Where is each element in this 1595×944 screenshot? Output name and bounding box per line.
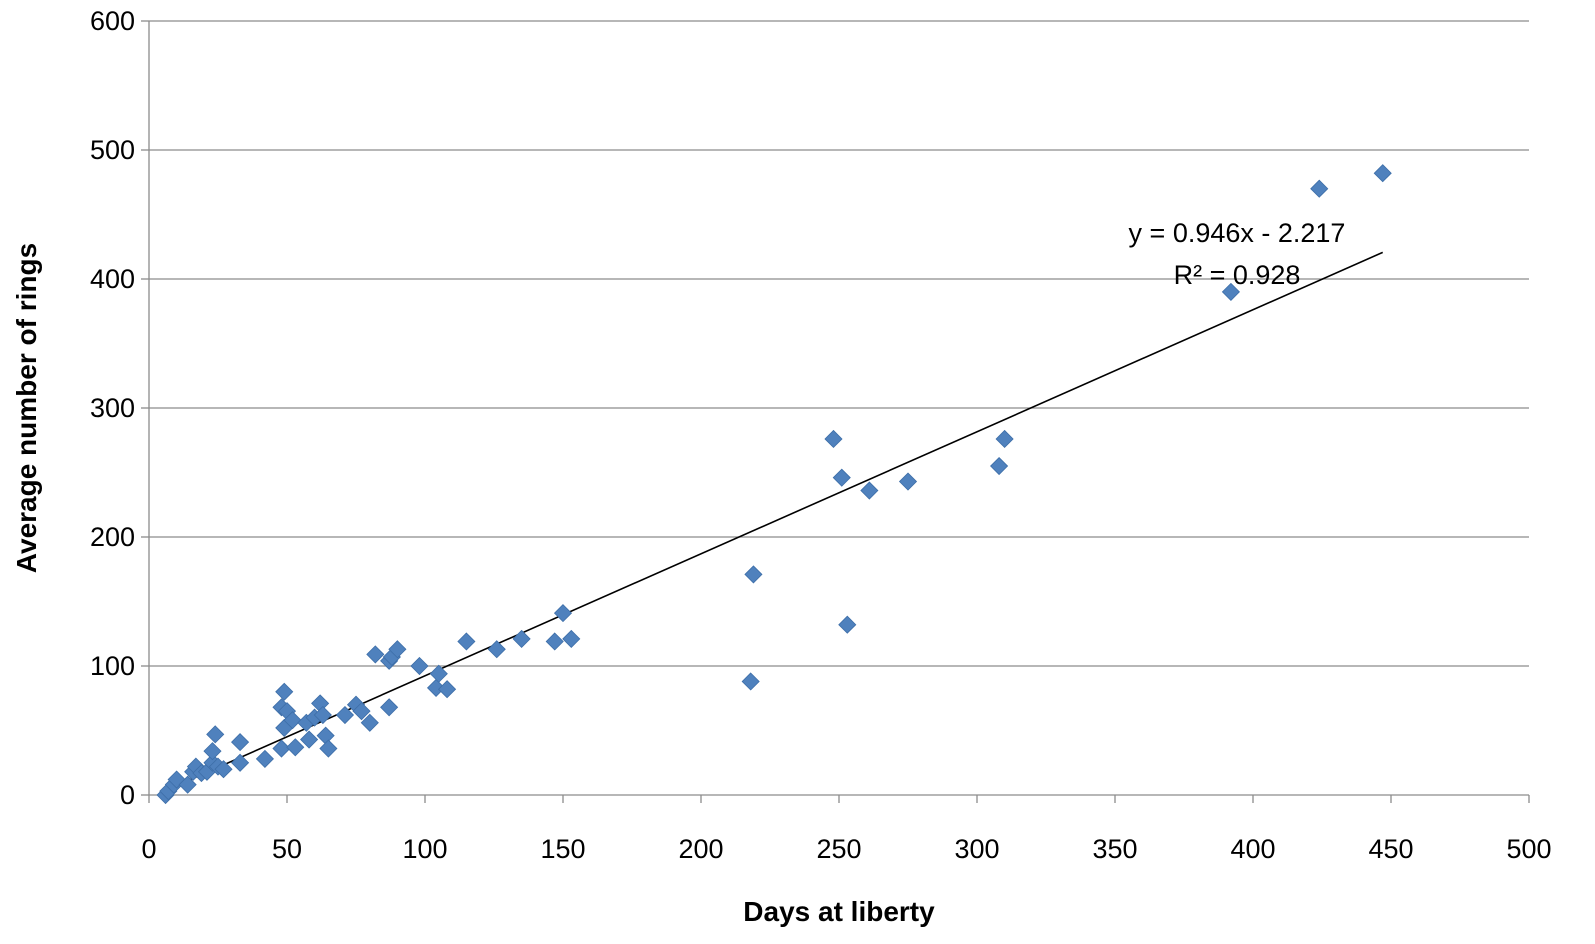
x-tick-label: 200 xyxy=(678,834,723,864)
data-point xyxy=(741,672,760,691)
data-point xyxy=(426,678,446,697)
x-tick-label: 450 xyxy=(1368,834,1413,864)
data-point xyxy=(990,456,1009,476)
data-point xyxy=(562,629,581,648)
y-tick-label: 200 xyxy=(90,522,135,552)
y-axis-title: Average number of rings xyxy=(11,243,42,573)
data-point xyxy=(272,739,291,758)
data-point xyxy=(380,698,399,717)
data-point xyxy=(1221,282,1240,301)
gridlines xyxy=(149,20,1529,667)
data-point xyxy=(860,481,879,500)
x-tick-label: 150 xyxy=(540,834,585,864)
axes xyxy=(141,20,1530,803)
y-tick-label: 600 xyxy=(90,6,135,36)
x-tick-label: 250 xyxy=(816,834,861,864)
data-point xyxy=(313,705,332,725)
data-point xyxy=(316,726,335,745)
data-point xyxy=(335,705,355,725)
y-tick-label: 0 xyxy=(120,780,135,810)
x-tick-label: 350 xyxy=(1092,834,1137,864)
data-point xyxy=(214,760,233,779)
x-tick-labels: 0 50 100 150 200 250 300 350 400 450 500 xyxy=(141,834,1551,864)
x-tick-label: 50 xyxy=(272,834,302,864)
x-tick-label: 300 xyxy=(954,834,999,864)
trendline-equation-label: y = 0.946x - 2.217 xyxy=(1129,218,1346,248)
data-point xyxy=(231,753,250,772)
data-point xyxy=(388,640,407,659)
x-axis-title: Days at liberty xyxy=(743,896,935,927)
data-point xyxy=(178,775,197,794)
data-point xyxy=(283,711,302,730)
data-point xyxy=(300,730,319,749)
data-point xyxy=(995,429,1014,449)
data-point xyxy=(1310,179,1329,198)
data-point xyxy=(319,739,338,758)
data-point xyxy=(898,472,918,491)
data-point xyxy=(360,713,379,732)
data-point xyxy=(824,429,843,449)
trendline-group xyxy=(165,251,1384,792)
y-tick-label: 400 xyxy=(90,264,135,294)
data-points xyxy=(156,164,1392,805)
data-point xyxy=(832,468,851,487)
data-point xyxy=(838,615,857,634)
x-tick-label: 0 xyxy=(141,834,156,864)
data-point xyxy=(410,656,429,676)
data-point xyxy=(1373,164,1392,183)
data-point xyxy=(744,565,763,584)
trendline xyxy=(165,251,1384,792)
data-point xyxy=(438,680,457,699)
data-point xyxy=(366,645,385,664)
data-point xyxy=(352,702,371,721)
data-point xyxy=(286,738,305,757)
y-tick-label: 100 xyxy=(90,651,135,681)
x-tick-label: 500 xyxy=(1506,834,1551,864)
data-point xyxy=(203,742,222,761)
x-tick-label: 400 xyxy=(1230,834,1275,864)
data-point xyxy=(457,632,476,651)
data-point xyxy=(429,664,448,683)
y-tick-labels: 0 100 200 300 400 500 600 xyxy=(90,6,135,810)
data-point xyxy=(487,640,506,659)
data-point xyxy=(231,733,250,752)
trendline-r2-label: R² = 0.928 xyxy=(1174,260,1301,290)
data-point xyxy=(545,632,564,651)
y-tick-label: 300 xyxy=(90,393,135,423)
data-point xyxy=(512,629,531,648)
data-point xyxy=(553,604,573,623)
x-tick-label: 100 xyxy=(402,834,447,864)
data-point xyxy=(275,682,294,701)
data-point xyxy=(255,749,274,768)
data-point xyxy=(206,725,225,744)
y-tick-label: 500 xyxy=(90,135,135,165)
